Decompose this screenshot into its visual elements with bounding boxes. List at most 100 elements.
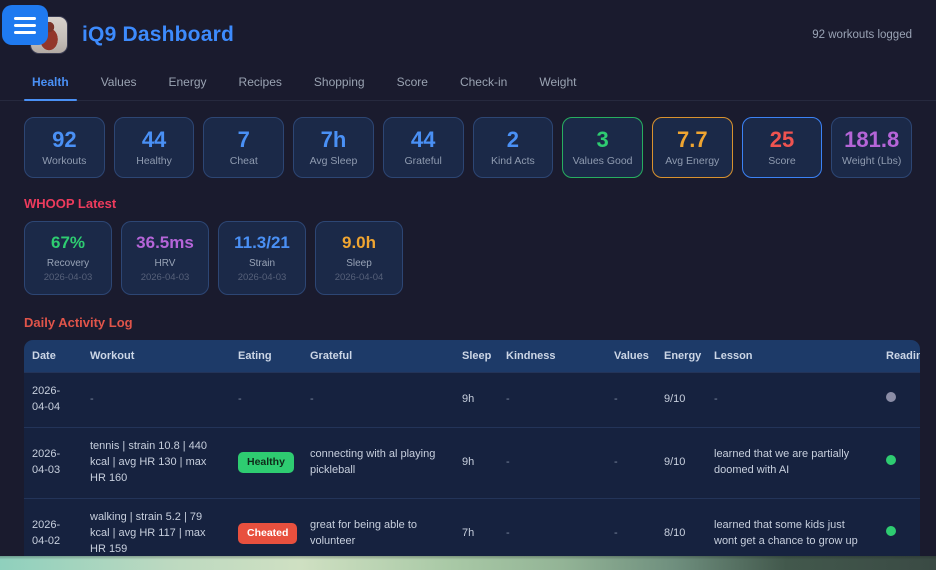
stat-card-grateful: 44 Grateful (382, 117, 464, 178)
stat-value: 25 (769, 127, 795, 152)
stat-card-values-good: 3 Values Good (562, 117, 643, 178)
whoop-section-title: WHOOP Latest (24, 196, 117, 211)
cell-lesson: learned that some kids just wont get a c… (706, 497, 878, 556)
cell-reading (878, 497, 920, 556)
whoop-card-sleep: 9.0h Sleep 2026-04-04 (315, 221, 403, 295)
whoop-cards-row: 67% Recovery 2026-04-03 36.5ms HRV 2026-04-03… (0, 221, 936, 295)
cell-eating: Healthy (230, 426, 302, 499)
stat-value: 92 (52, 127, 77, 152)
tab-energy[interactable]: Energy (157, 66, 219, 100)
stat-label: Score (768, 155, 796, 167)
stat-card-kind-acts: 2 Kind Acts (472, 117, 554, 178)
cell-lesson: learned that we are partially doomed wit… (706, 426, 878, 499)
cell-values: - (606, 497, 656, 556)
whoop-date: 2026-04-03 (237, 272, 287, 283)
workouts-logged-note: 92 workouts logged (812, 29, 912, 41)
cell-grateful: connecting with al playing pickleball (302, 426, 454, 499)
stat-value: 44 (141, 127, 167, 152)
hamburger-menu-icon[interactable] (2, 5, 48, 45)
tab-shopping[interactable]: Shopping (302, 66, 377, 100)
cell-kindness: - (498, 497, 606, 556)
column-header-kindness: Kindness (498, 340, 606, 373)
column-header-values: Values (606, 340, 656, 373)
table-row: 2026-04-04- - -9h - -9/10- (24, 372, 920, 428)
whoop-card-hrv: 36.5ms HRV 2026-04-03 (121, 221, 209, 295)
activity-log-table: Date Workout Eating Grateful Sleep Kindness Va… (24, 340, 920, 556)
tab-recipes[interactable]: Recipes (227, 66, 294, 100)
cell-energy: 9/10 (656, 372, 706, 428)
cell-lesson: - (706, 372, 878, 428)
cell-workout: walking | strain 5.2 | 79 kcal | avg HR … (82, 497, 230, 556)
stat-card-score: 25 Score (741, 117, 823, 178)
stat-label: Healthy (136, 155, 172, 167)
tab-weight[interactable]: Weight (527, 66, 588, 100)
cell-workout: tennis | strain 10.8 | 440 kcal | avg HR… (82, 426, 230, 499)
cell-grateful: great for being able to volunteer (302, 497, 454, 556)
cell-date: 2026-04-02 (24, 497, 82, 556)
table-row: 2026-04-02 walking | strain 5.2 | 79 kcal… (24, 497, 920, 556)
whoop-value: 9.0h (341, 233, 377, 252)
stat-value: 181.8 (844, 127, 900, 152)
cell-energy: 9/10 (656, 426, 706, 499)
reading-dot-gray (886, 391, 896, 402)
tab-health[interactable]: Health (20, 66, 81, 101)
whoop-label: Recovery (46, 258, 90, 269)
stat-value: 7h (320, 127, 347, 152)
page-title: iQ9 Dashboard (82, 23, 234, 46)
stat-value: 7.7 (676, 127, 708, 152)
stat-value: 3 (596, 127, 609, 152)
column-header-energy: Energy (656, 340, 706, 373)
cell-kindness: - (498, 426, 606, 499)
reading-dot-green (886, 454, 896, 465)
column-header-reading: Reading (878, 340, 920, 373)
stat-card-healthy: 44 Healthy (113, 117, 195, 178)
whoop-card-strain: 11.3/21 Strain 2026-04-03 (218, 221, 306, 295)
cell-date: 2026-04-04 (24, 372, 82, 428)
stat-cards-row: 92 Workouts 44 Healthy 7 Cheat 7h Avg Sleep 44 Gr… (0, 101, 936, 178)
stat-label: Grateful (404, 155, 442, 167)
cell-date: 2026-04-03 (24, 426, 82, 499)
cell-workout: - (82, 372, 230, 428)
stat-value: 44 (410, 127, 436, 152)
cell-sleep: 9h (454, 372, 498, 428)
stat-card-weight-lbs-: 181.8 Weight (Lbs) (831, 117, 913, 178)
cell-values: - (606, 372, 656, 428)
tab-values[interactable]: Values (89, 66, 149, 100)
whoop-date: 2026-04-03 (43, 272, 93, 283)
eating-badge-healthy: Healthy (238, 452, 294, 474)
reading-dot-green (886, 525, 896, 536)
stat-card-workouts: 92 Workouts (24, 117, 105, 178)
cell-reading (878, 426, 920, 499)
cell-kindness: - (498, 372, 606, 428)
stat-label: Values Good (572, 155, 633, 167)
cell-energy: 8/10 (656, 497, 706, 556)
table-header-row: Date Workout Eating Grateful Sleep Kindness Va… (24, 340, 920, 373)
dashboard-window: iQ9 Dashboard 92 workouts logged Health V… (0, 5, 936, 556)
cell-sleep: 7h (454, 497, 498, 556)
whoop-label: Sleep (346, 258, 372, 269)
tab-bar: Health Values Energy Recipes Shopping Score Ch… (0, 66, 936, 101)
cell-eating: - (230, 372, 302, 428)
column-header-eating: Eating (230, 340, 302, 373)
whoop-label: Strain (248, 258, 276, 269)
tab-check-in[interactable]: Check-in (448, 66, 519, 100)
whoop-value: 36.5ms (136, 233, 194, 252)
stat-label: Weight (Lbs) (842, 155, 902, 167)
stat-label: Avg Sleep (309, 155, 358, 167)
stat-card-avg-sleep: 7h Avg Sleep (293, 117, 374, 178)
stat-label: Cheat (229, 155, 258, 167)
whoop-value: 67% (50, 233, 86, 252)
cell-values: - (606, 426, 656, 499)
eating-badge-cheated: Cheated (238, 522, 298, 545)
cell-sleep: 9h (454, 426, 498, 499)
stat-card-cheat: 7 Cheat (203, 117, 285, 178)
whoop-date: 2026-04-03 (140, 272, 190, 283)
tab-score[interactable]: Score (385, 66, 440, 100)
column-header-workout: Workout (82, 340, 230, 373)
cell-grateful: - (302, 372, 454, 428)
column-header-lesson: Lesson (706, 340, 878, 373)
activity-log-title: Daily Activity Log (24, 315, 133, 330)
table-row: 2026-04-03 tennis | strain 10.8 | 440 kca… (24, 426, 920, 499)
cell-eating: Cheated (230, 497, 302, 556)
column-header-sleep: Sleep (454, 340, 498, 373)
